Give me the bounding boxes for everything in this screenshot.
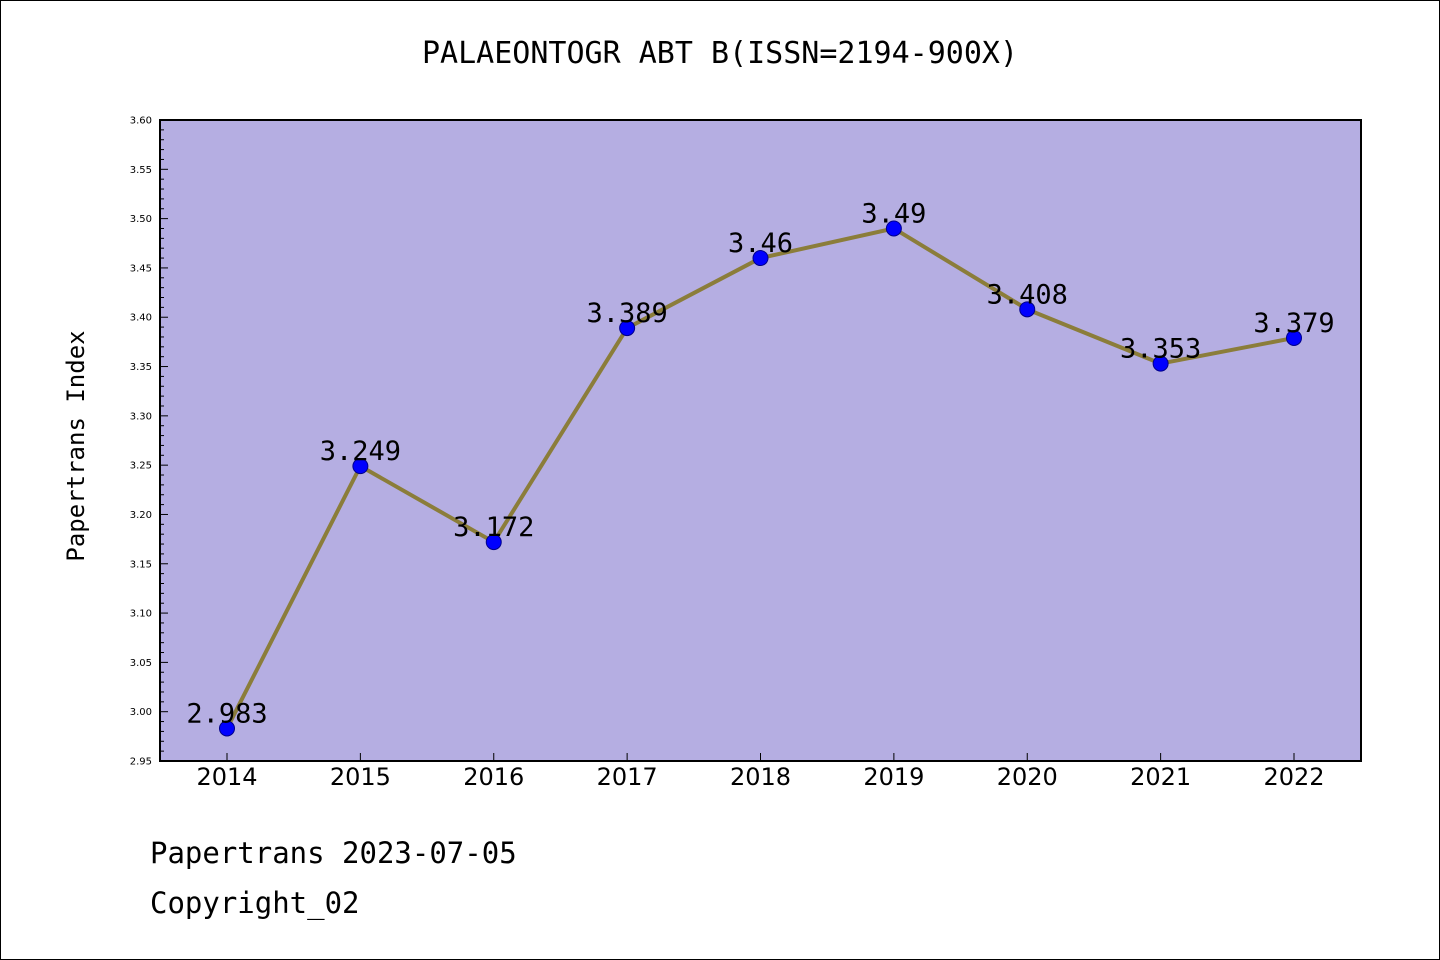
data-point: [752, 250, 769, 267]
data-point: [1152, 355, 1169, 372]
data-label: 3.249: [320, 436, 401, 467]
y-tick-label: 3.55: [130, 165, 152, 176]
footer-copyright: Copyright_02: [150, 886, 360, 920]
footer-date: Papertrans 2023-07-05: [150, 836, 517, 870]
y-tick-label: 3.30: [130, 411, 152, 422]
series-line-group: [219, 220, 1302, 737]
x-tick-label: 2019: [863, 763, 924, 791]
data-label: 3.353: [1120, 334, 1201, 365]
y-tick-label: 3.35: [130, 362, 152, 373]
data-point: [1019, 301, 1036, 318]
x-axis: 2014 2015 2016 2017 2018 2019 2020 2021 2022: [196, 753, 1325, 791]
x-tick-label: 2014: [196, 763, 257, 791]
y-tick-label: 3.50: [130, 214, 152, 225]
data-label: 3.408: [987, 279, 1068, 310]
data-label: 3.379: [1253, 308, 1334, 339]
x-tick-label: 2021: [1130, 763, 1191, 791]
y-tick-label: 2.95: [130, 757, 152, 768]
x-tick-label: 2020: [997, 763, 1058, 791]
x-tick-label: 2015: [330, 763, 391, 791]
y-tick-label: 3.60: [130, 116, 152, 127]
y-tick-label: 3.45: [130, 263, 152, 274]
x-tick-label: 2022: [1263, 763, 1324, 791]
data-label-group: 2.983 3.249 3.172 3.389 3.46 3.49 3.408 3.353 3.…: [186, 198, 1334, 729]
data-point: [885, 220, 902, 237]
y-tick-label: 3.15: [130, 559, 152, 570]
data-label: 3.172: [453, 512, 534, 543]
plot-area: [159, 119, 1362, 762]
y-tick-label: 3.20: [130, 510, 152, 521]
x-tick-label: 2018: [730, 763, 791, 791]
data-point: [352, 458, 369, 475]
x-tick-label: 2017: [597, 763, 658, 791]
y-tick-label: 3.00: [130, 707, 152, 718]
data-point: [619, 320, 636, 337]
y-axis: 2.95 3.00 3.05 3.10 3.15 3.20 3.25 3.30 3.35 3.40…: [130, 116, 168, 768]
data-point: [1286, 329, 1302, 346]
x-tick-label: 2016: [463, 763, 524, 791]
y-tick-label: 3.40: [130, 313, 152, 324]
y-tick-label: 3.10: [130, 609, 152, 620]
chart-title: PALAEONTOGR ABT B(ISSN=2194-900X): [421, 36, 1019, 71]
data-label: 3.389: [586, 298, 667, 329]
data-label: 2.983: [186, 698, 267, 729]
data-point: [485, 534, 502, 551]
data-label: 3.49: [861, 198, 926, 229]
data-label: 3.46: [728, 228, 793, 259]
data-point: [219, 720, 235, 737]
y-tick-label: 3.25: [130, 461, 152, 472]
y-tick-label: 3.05: [130, 658, 152, 669]
